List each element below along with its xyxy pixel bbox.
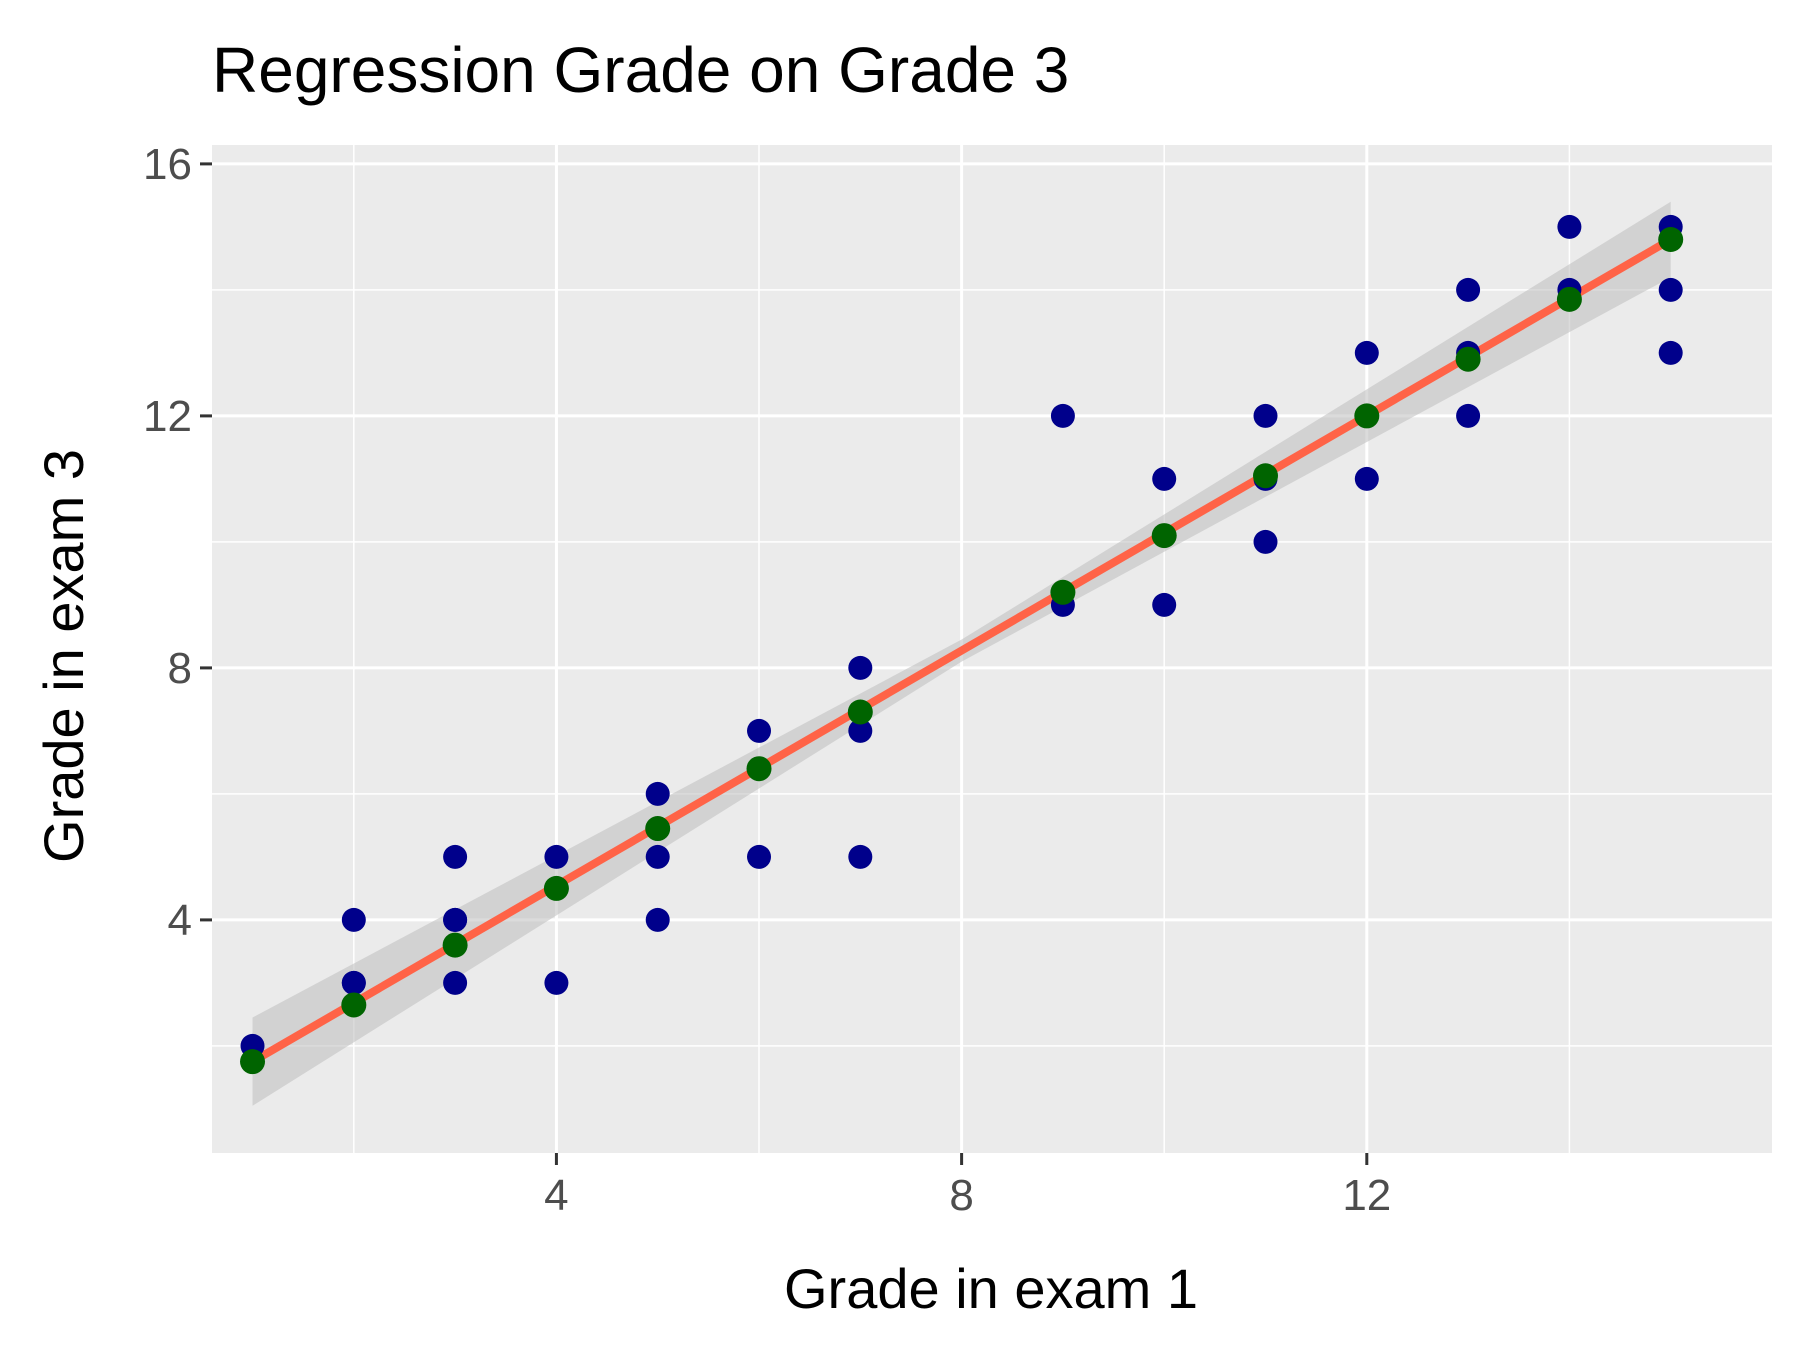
fitted-point: [543, 875, 569, 901]
x-tick-label: 4: [544, 1171, 568, 1220]
y-axis-ticks: 4 8 12 16: [143, 140, 212, 945]
y-tick-label: 8: [168, 644, 192, 693]
observed-point: [848, 844, 873, 869]
fitted-point: [746, 756, 772, 782]
observed-point: [645, 907, 670, 932]
observed-point: [1557, 214, 1582, 239]
observed-point: [443, 844, 468, 869]
fitted-point: [645, 816, 671, 842]
observed-point: [747, 718, 772, 743]
observed-point: [1253, 403, 1278, 428]
y-tick-label: 4: [168, 896, 192, 945]
fitted-point: [1354, 403, 1380, 429]
observed-point: [1354, 466, 1379, 491]
chart-title: Regression Grade on Grade 3: [212, 34, 1069, 106]
observed-point: [1456, 277, 1481, 302]
observed-point: [747, 844, 772, 869]
x-tick-label: 8: [949, 1171, 973, 1220]
observed-point: [848, 655, 873, 680]
observed-point: [645, 844, 670, 869]
fitted-point: [1658, 227, 1684, 252]
fitted-point: [240, 1049, 266, 1075]
fitted-point: [1455, 346, 1481, 372]
fitted-point: [1556, 286, 1582, 312]
observed-point: [443, 970, 468, 995]
observed-point: [645, 781, 670, 806]
fitted-point: [847, 699, 873, 725]
observed-point: [341, 907, 366, 932]
x-tick-label: 12: [1342, 1171, 1391, 1220]
x-axis-ticks: 4 8 12: [544, 1153, 1391, 1220]
observed-point: [1658, 277, 1683, 302]
observed-point: [848, 718, 873, 743]
observed-point: [1152, 592, 1177, 617]
y-tick-label: 16: [143, 140, 192, 189]
x-axis-title: Grade in exam 1: [784, 1257, 1198, 1320]
observed-point: [1658, 340, 1683, 365]
observed-point: [544, 970, 569, 995]
fitted-point: [442, 932, 468, 958]
observed-point: [443, 907, 468, 932]
observed-point: [1253, 529, 1278, 554]
fitted-point: [1253, 463, 1279, 489]
fitted-point: [1151, 523, 1177, 549]
fitted-points: [240, 227, 1684, 1075]
y-axis-title: Grade in exam 3: [32, 449, 95, 863]
fitted-point: [1050, 579, 1076, 605]
observed-point: [544, 844, 569, 869]
y-tick-label: 12: [143, 392, 192, 441]
fitted-point: [341, 992, 367, 1018]
regression-line: [250, 236, 1673, 1066]
observed-point: [1152, 466, 1177, 491]
observed-point: [341, 970, 366, 995]
observed-point: [1050, 403, 1075, 428]
observed-point: [1354, 340, 1379, 365]
observed-point: [1456, 403, 1481, 428]
